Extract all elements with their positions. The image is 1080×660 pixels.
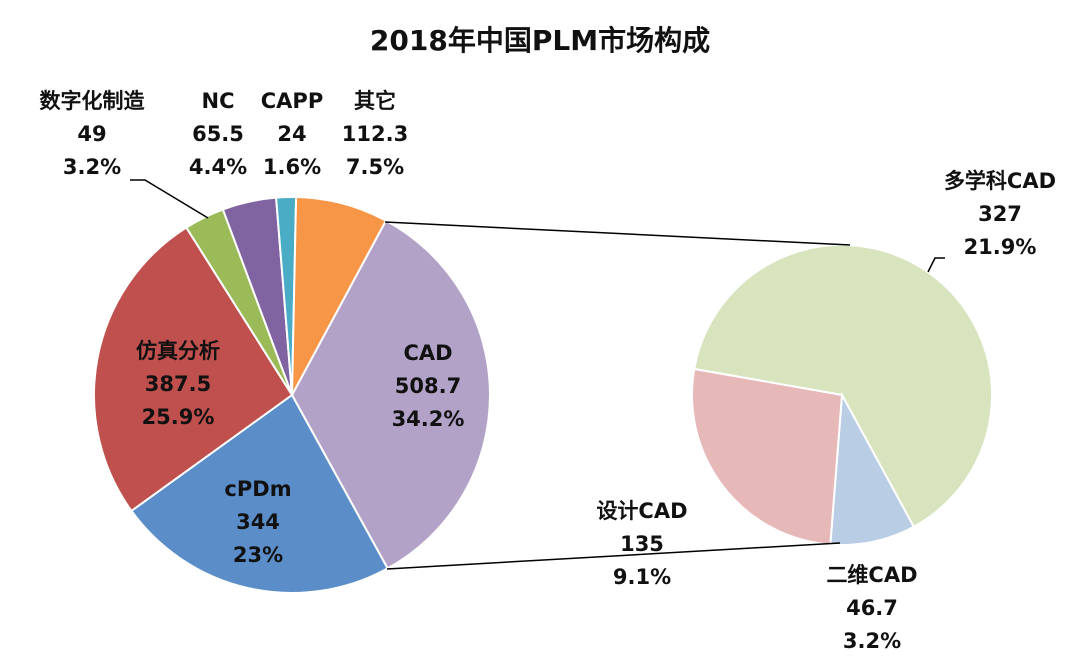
main-slice-6 [291,196,388,396]
secondary-pie-label-2: 设计CAD 135 9.1% [596,499,687,589]
label-value: 65.5 [192,122,244,146]
main-slice-1 [130,393,389,594]
connector-line-bottom [386,542,841,570]
label-label: 多学科CAD [944,169,1056,193]
label-percent: 23% [233,543,283,567]
label-value: 387.5 [145,372,211,396]
label-value: 135 [620,532,664,556]
leader-line-multidisc [927,257,945,273]
label-label: 其它 [354,89,396,113]
label-label: 数字化制造 [40,89,146,113]
label-value: 49 [77,122,106,146]
label-label: CAPP [261,89,323,113]
label-value: 112.3 [342,122,408,146]
chart-title: 2018年中国PLM市场构成 [370,24,710,57]
secondary-slice-1 [829,391,916,546]
main-pie-label-4: NC 65.5 4.4% [189,89,247,179]
label-percent: 9.1% [613,565,671,589]
secondary-pie-label-1: 二维CAD 46.7 3.2% [826,563,917,653]
main-pie-label-1: cPDm 344 23% [224,477,291,567]
label-label: 二维CAD [826,563,917,587]
label-value: 46.7 [846,596,898,620]
label-label: CAD [403,341,452,365]
label-value: 327 [978,202,1022,226]
secondary-slice-2 [691,367,844,546]
connector-line-top [384,221,851,246]
label-value: 344 [236,510,280,534]
secondary-pie-label-0: 多学科CAD 327 21.9% [944,169,1056,259]
secondary-slice-0 [693,244,993,529]
label-percent: 25.9% [142,405,215,429]
label-percent: 21.9% [964,235,1037,259]
leader-line-digital [130,179,209,219]
main-pie-label-2: 仿真分析 387.5 25.9% [136,339,220,429]
main-pie-label-5: CAPP 24 1.6% [261,89,323,179]
main-pie-label-0: CAD 508.7 34.2% [392,341,465,431]
label-percent: 1.6% [263,155,321,179]
label-percent: 4.4% [189,155,247,179]
main-pie-label-3: 数字化制造 49 3.2% [40,89,146,179]
label-label: 仿真分析 [136,339,220,363]
main-pie-label-6: 其它 112.3 7.5% [342,89,408,179]
label-label: cPDm [224,477,291,501]
main-slice-0 [290,219,491,570]
label-value: 24 [277,122,306,146]
label-percent: 7.5% [346,155,404,179]
label-label: 设计CAD [596,499,687,523]
main-slice-2 [93,226,294,513]
label-percent: 3.2% [63,155,121,179]
label-value: 508.7 [395,374,461,398]
label-label: NC [202,89,235,113]
label-percent: 34.2% [392,407,465,431]
label-percent: 3.2% [843,629,901,653]
